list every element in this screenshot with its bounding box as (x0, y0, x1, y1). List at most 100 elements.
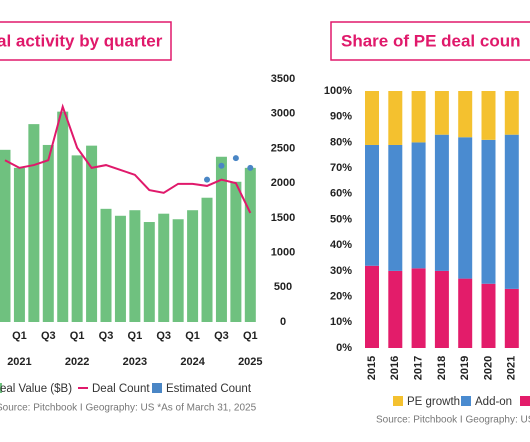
bar (215, 156, 227, 322)
bar (0, 149, 11, 322)
x-group-label: 2025 (238, 356, 262, 368)
legend-swatch (520, 396, 530, 406)
legend-swatch (393, 396, 403, 406)
bar-segment (458, 278, 473, 348)
x-tick-label: 2015 (366, 356, 378, 380)
chart-title: Share of PE deal coun (341, 31, 521, 50)
bar-segment (481, 139, 496, 284)
bar-segment (434, 270, 449, 348)
x-group-label: 2023 (123, 356, 147, 368)
bar-segment (481, 91, 496, 140)
y-tick-label: 80% (330, 136, 352, 148)
dot (204, 176, 211, 183)
x-tick-label: Q3 (214, 330, 229, 342)
bar-segment (458, 137, 473, 279)
x-tick-label: Q1 (128, 330, 143, 342)
bar (114, 215, 126, 322)
x-tick-label: Q3 (99, 330, 114, 342)
y-tick-label: 100% (324, 85, 352, 97)
x-tick-label: Q3 (41, 330, 56, 342)
bar (187, 210, 199, 322)
y-tick-label: 40% (330, 239, 352, 251)
bar (13, 167, 25, 322)
bar-segment (504, 134, 519, 289)
dot (232, 155, 239, 162)
x-tick-label: 2016 (389, 356, 401, 380)
bar (230, 181, 242, 322)
bar-segment (504, 288, 519, 348)
line (4, 103, 252, 214)
bar (143, 222, 155, 322)
legend-label: Add-on (475, 396, 512, 408)
x-group-label: 2024 (180, 356, 205, 368)
x-tick-label: 2021 (506, 356, 518, 380)
bar (100, 208, 112, 322)
source-note: Source: Pitchbook I Geography: US *As of… (0, 403, 257, 414)
x-tick-label: 2019 (459, 356, 471, 380)
y-tick-label: 10% (330, 316, 352, 328)
x-tick-label: Q1 (243, 330, 258, 342)
y-tick-label: 2500 (271, 142, 295, 154)
y-tick-label: 1500 (271, 212, 295, 224)
y-tick-label: 0 (280, 316, 286, 328)
legend-label: eal Value ($B) (0, 383, 72, 395)
bar (158, 213, 170, 322)
x-tick-label: 2018 (436, 356, 448, 380)
x-tick-label: 2017 (413, 356, 425, 380)
bar-segment (458, 91, 473, 138)
bar (71, 155, 83, 322)
title-box (0, 21, 172, 61)
bar-segment (411, 91, 426, 143)
bar-segment (388, 144, 403, 271)
x-tick-label: 2020 (482, 356, 494, 380)
title-box (330, 21, 530, 61)
y-tick-label: 90% (330, 111, 352, 123)
bar (129, 210, 141, 322)
bar (28, 124, 40, 322)
y-tick-label: 3500 (271, 73, 295, 85)
bar (244, 167, 256, 322)
bar-segment (365, 144, 379, 266)
x-tick-label: Q3 (156, 330, 171, 342)
legend-swatch (152, 383, 162, 393)
legend-swatch (0, 383, 2, 393)
bar (57, 111, 69, 322)
x-group-label: 2021 (7, 356, 31, 368)
bar-segment (504, 91, 519, 135)
bar-segment (411, 268, 426, 348)
dot (218, 162, 225, 169)
bar-segment (411, 142, 426, 269)
x-tick-label: Q1 (12, 330, 27, 342)
dot (247, 164, 254, 171)
x-tick-label: Q1 (185, 330, 200, 342)
bar-segment (434, 91, 449, 135)
legend-swatch (461, 396, 471, 406)
bar-segment (434, 134, 449, 271)
legend-label: Estimated Count (166, 383, 252, 395)
bar-segment (388, 91, 403, 145)
bar (42, 144, 54, 322)
bar (86, 145, 98, 322)
y-tick-label: 20% (330, 291, 352, 303)
legend-label: Deal Count (92, 383, 150, 395)
bar-segment (365, 91, 379, 145)
x-tick-label: Q1 (70, 330, 85, 342)
bar (201, 197, 213, 322)
bar (172, 219, 184, 322)
y-tick-label: 3000 (271, 108, 295, 120)
y-tick-label: 60% (330, 188, 352, 200)
y-tick-label: 30% (330, 265, 352, 277)
x-group-label: 2022 (65, 356, 89, 368)
y-tick-label: 1000 (271, 246, 295, 258)
source-note: Source: Pitchbook I Geography: US *As (376, 415, 530, 426)
legend-label: PE growth (407, 396, 460, 408)
bar-segment (365, 265, 379, 348)
y-tick-label: 50% (330, 213, 352, 225)
bar-segment (481, 283, 496, 348)
y-tick-label: 70% (330, 162, 352, 174)
chart-title: al activity by quarter (0, 31, 163, 50)
y-tick-label: 500 (274, 281, 292, 293)
y-tick-label: 2000 (271, 177, 295, 189)
y-tick-label: 0% (336, 342, 352, 354)
